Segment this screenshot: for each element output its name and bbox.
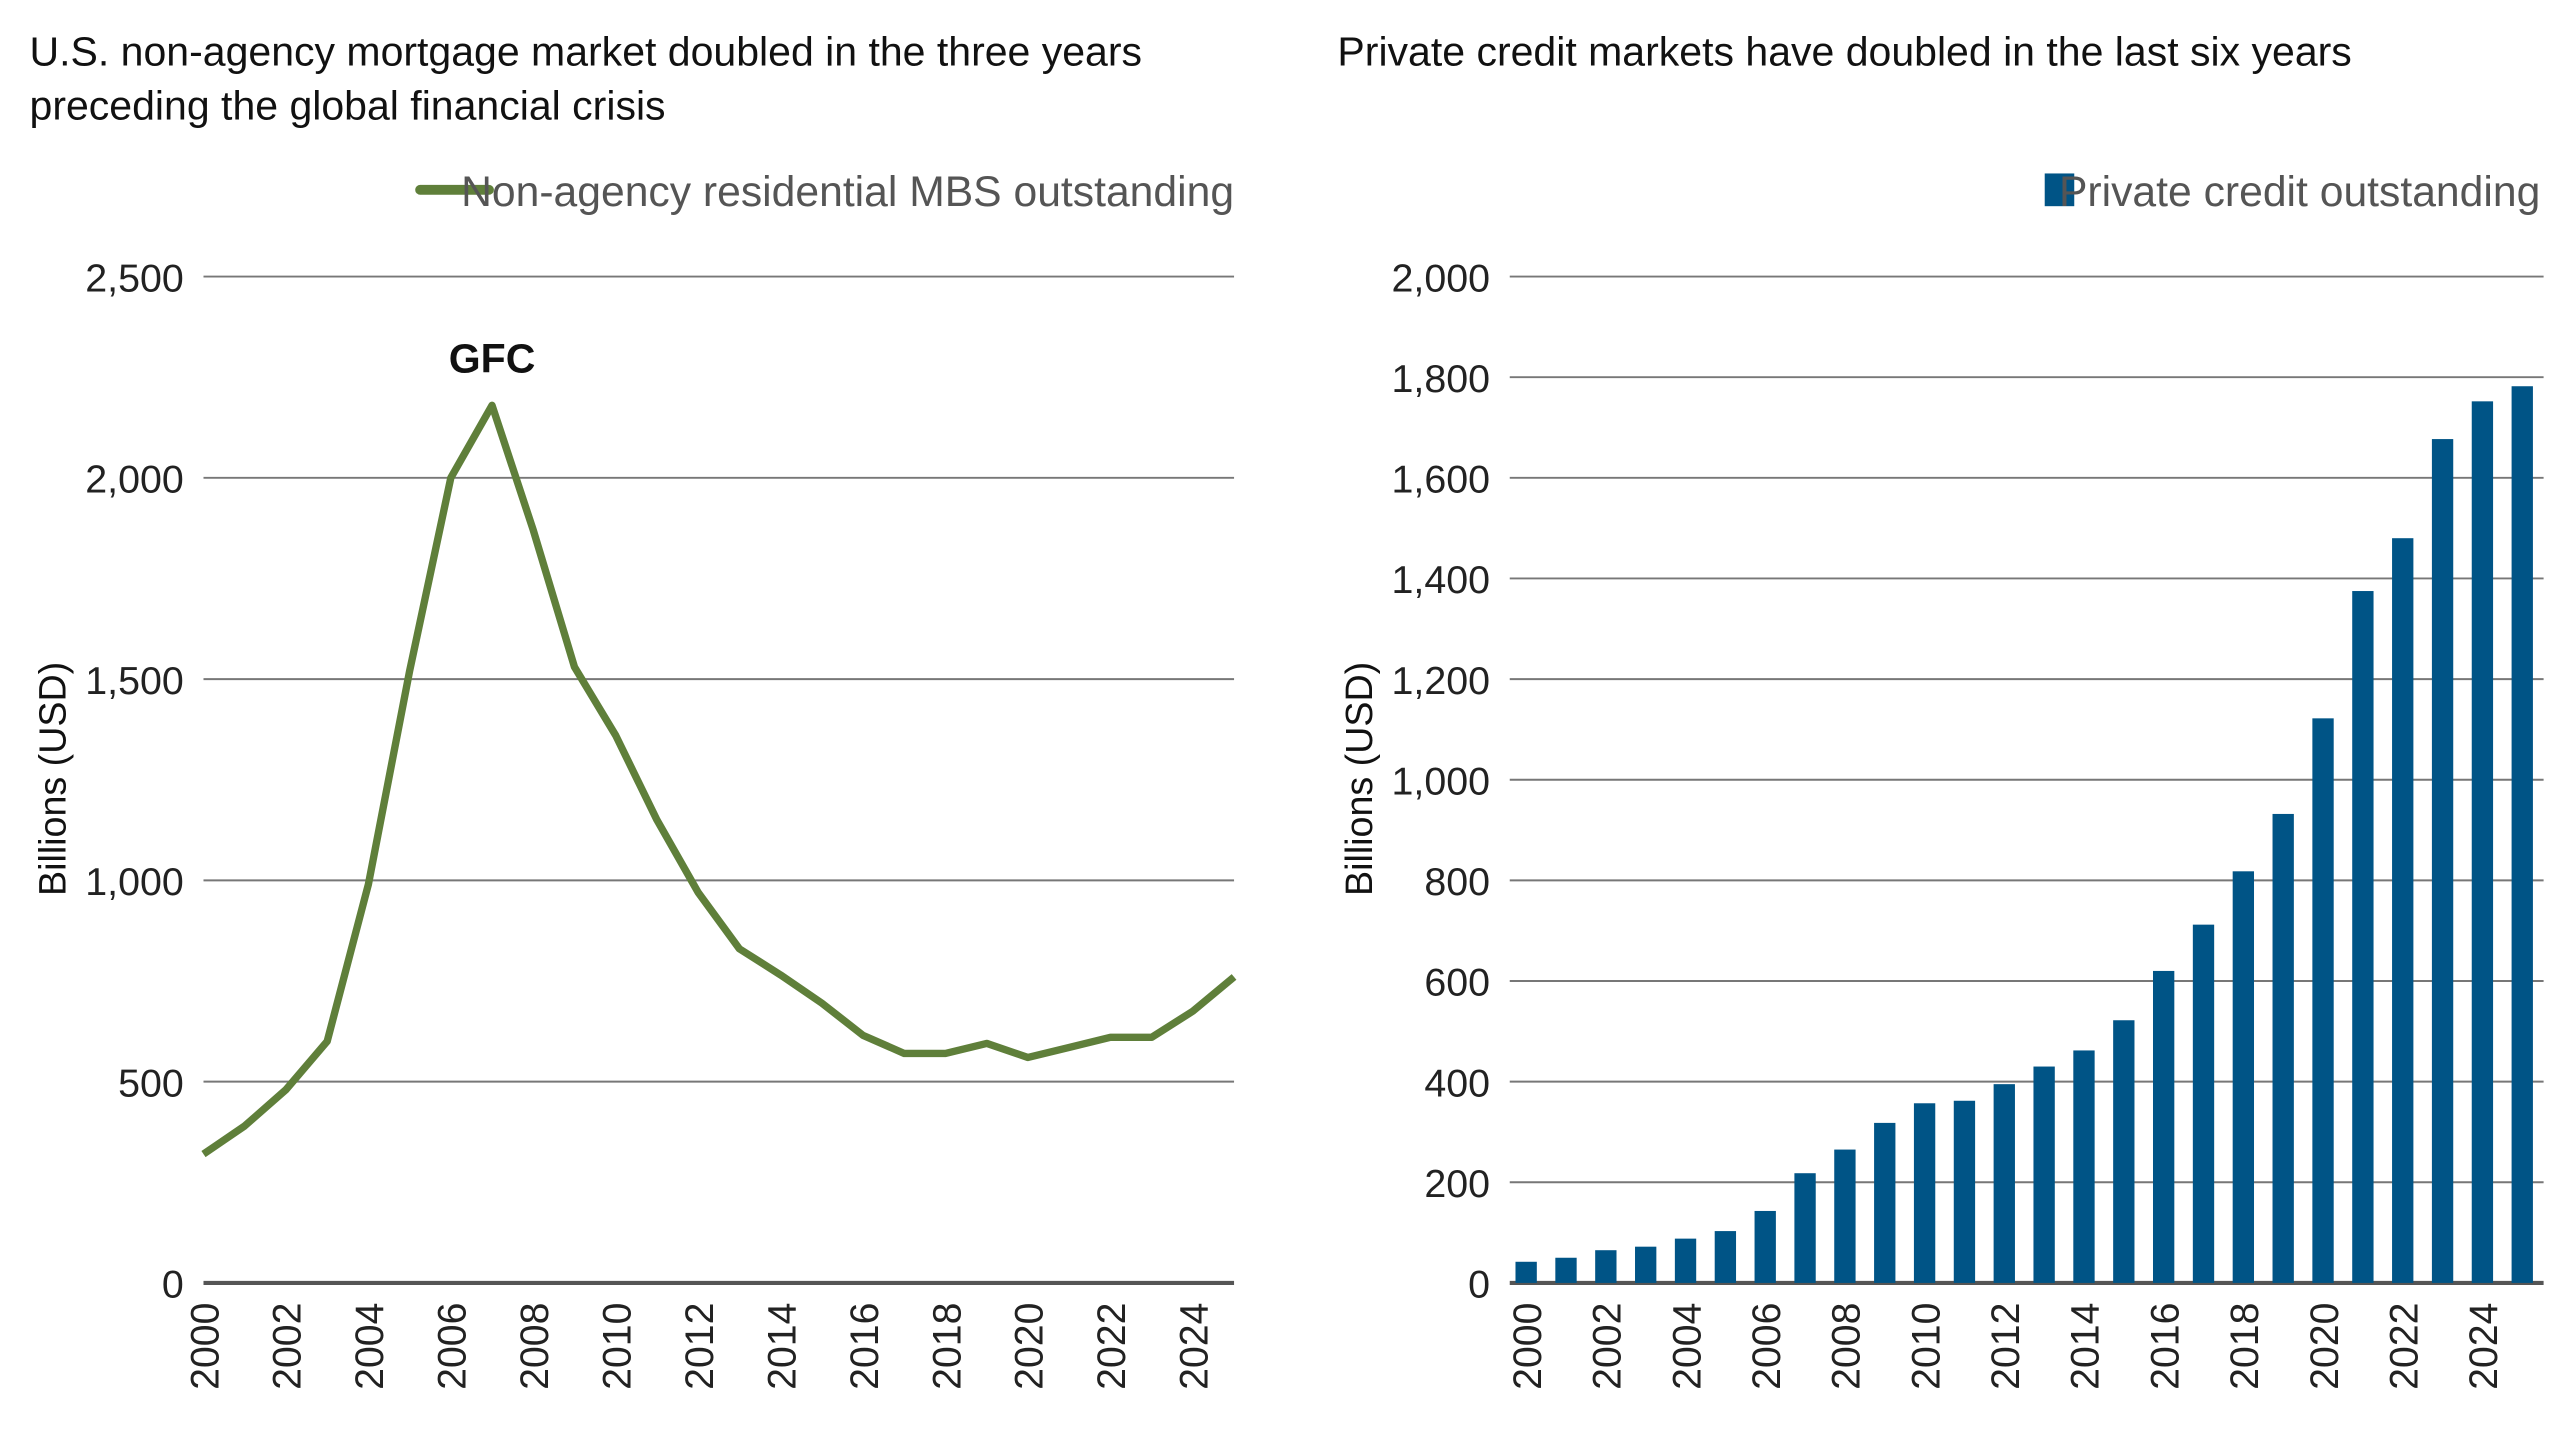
- left-y-axis-label: Billions (USD): [32, 662, 74, 896]
- bar: [1913, 1103, 1936, 1283]
- x-tick-label: 2008: [513, 1303, 557, 1390]
- bar: [2471, 401, 2494, 1283]
- x-tick-label: 2022: [1090, 1303, 1134, 1390]
- right-chart: Private credit markets have doubled in t…: [1337, 29, 2544, 1390]
- y-tick-label: 1,200: [1392, 659, 1491, 703]
- x-tick-label: 2018: [2223, 1303, 2267, 1390]
- left-legend-label: Non-agency residential MBS outstanding: [461, 168, 1234, 216]
- y-tick-label: 2,000: [1392, 256, 1491, 300]
- x-tick-label: 2018: [925, 1303, 969, 1390]
- x-tick-label: 2008: [1825, 1303, 1869, 1390]
- bar: [2352, 591, 2374, 1283]
- bar: [2033, 1066, 2055, 1283]
- x-tick-label: 2002: [266, 1303, 310, 1390]
- bar: [1754, 1210, 1776, 1283]
- bar: [1515, 1261, 1537, 1283]
- bar: [1555, 1257, 1577, 1283]
- y-tick-label: 2,000: [85, 458, 184, 502]
- x-tick-label: 2010: [595, 1303, 639, 1390]
- bar: [2113, 1020, 2135, 1283]
- x-tick-label: 2002: [1586, 1303, 1630, 1390]
- y-tick-label: 1,000: [1392, 760, 1491, 804]
- x-tick-label: 2006: [431, 1303, 475, 1390]
- bar: [1674, 1238, 1697, 1283]
- bar: [2511, 386, 2533, 1283]
- x-tick-label: 2004: [348, 1303, 392, 1390]
- x-tick-label: 2016: [843, 1303, 887, 1390]
- bar: [2272, 813, 2294, 1283]
- x-tick-label: 2014: [760, 1303, 804, 1390]
- bar: [1794, 1173, 1816, 1283]
- left-chart-title-line-1: U.S. non-agency mortgage market doubled …: [30, 29, 1143, 75]
- gfc-annotation: GFC: [449, 336, 536, 382]
- x-tick-label: 2000: [1506, 1303, 1550, 1390]
- bar: [2073, 1050, 2095, 1283]
- right-legend-swatch: [2044, 173, 2075, 207]
- series-line: [201, 401, 1237, 1158]
- bar: [2152, 970, 2175, 1283]
- bar: [2192, 924, 2215, 1283]
- y-tick-label: 1,500: [85, 659, 184, 703]
- x-tick-label: 2004: [1665, 1303, 1709, 1390]
- x-tick-label: 2006: [1745, 1303, 1789, 1390]
- bar: [2431, 439, 2454, 1283]
- y-tick-label: 400: [1424, 1061, 1490, 1105]
- y-tick-label: 600: [1424, 961, 1490, 1005]
- x-tick-label: 2012: [678, 1303, 722, 1390]
- left-chart: U.S. non-agency mortgage market doubled …: [30, 29, 1237, 1390]
- y-tick-label: 800: [1424, 860, 1490, 904]
- y-tick-label: 0: [162, 1263, 184, 1307]
- x-tick-label: 2022: [2382, 1303, 2426, 1390]
- x-tick-label: 2000: [183, 1303, 227, 1390]
- right-y-axis-label: Billions (USD): [1338, 662, 1380, 896]
- x-tick-label: 2020: [2303, 1303, 2347, 1390]
- bar: [1953, 1100, 1976, 1283]
- right-legend-label: Private credit outstanding: [2059, 168, 2540, 216]
- y-tick-label: 200: [1424, 1162, 1490, 1206]
- y-tick-label: 1,600: [1392, 458, 1491, 502]
- y-tick-label: 2,500: [85, 256, 184, 300]
- bar: [2232, 871, 2255, 1283]
- x-tick-label: 2016: [2143, 1303, 2187, 1390]
- bar: [2312, 718, 2334, 1283]
- y-tick-label: 500: [118, 1061, 184, 1105]
- bar: [1714, 1231, 1737, 1283]
- bar: [1635, 1246, 1657, 1283]
- x-tick-label: 2020: [1008, 1303, 1052, 1390]
- bar: [1993, 1084, 2015, 1283]
- right-chart-title: Private credit markets have doubled in t…: [1337, 29, 2351, 75]
- bar: [1874, 1122, 1896, 1283]
- y-tick-label: 0: [1468, 1263, 1490, 1307]
- y-tick-label: 1,800: [1392, 357, 1491, 401]
- x-tick-label: 2012: [1984, 1303, 2028, 1390]
- bar: [2392, 538, 2414, 1283]
- bar: [1834, 1149, 1856, 1283]
- bar: [1595, 1250, 1617, 1283]
- x-tick-label: 2024: [1173, 1303, 1217, 1390]
- y-tick-label: 1,000: [85, 860, 184, 904]
- left-chart-title-line-2: preceding the global financial crisis: [30, 83, 666, 129]
- x-tick-label: 2010: [1904, 1303, 1948, 1390]
- x-tick-label: 2024: [2462, 1303, 2506, 1390]
- x-tick-label: 2014: [2064, 1303, 2108, 1390]
- y-tick-label: 1,400: [1392, 558, 1491, 602]
